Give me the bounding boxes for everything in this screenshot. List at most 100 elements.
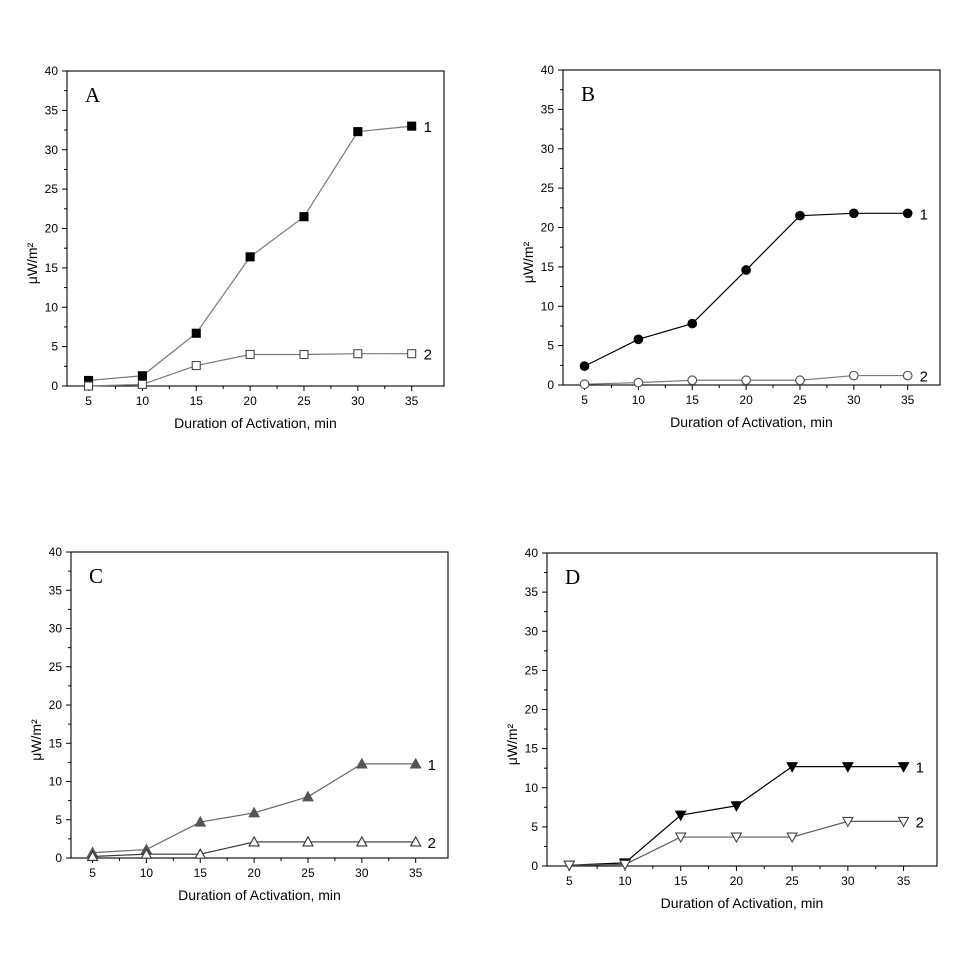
x-tick-label: 35: [405, 394, 419, 408]
x-tick-label: 35: [897, 874, 911, 888]
series-2-point: [248, 835, 261, 847]
y-tick-label: 0: [55, 851, 62, 865]
y-tick-label: 15: [49, 736, 63, 750]
series-1-point: [730, 801, 743, 812]
x-tick-label: 15: [194, 866, 208, 880]
panel-label: C: [89, 564, 103, 588]
x-tick-label: 15: [674, 874, 688, 888]
series-1-point: [848, 208, 859, 219]
y-axis-title: μW/m²: [504, 723, 520, 765]
y-tick-label: 20: [541, 221, 555, 235]
series-1-line: [584, 212, 908, 367]
y-tick-label: 5: [531, 820, 538, 834]
series-1-point: [191, 328, 201, 338]
y-tick-label: 0: [531, 859, 538, 873]
y-tick-label: 40: [525, 546, 539, 560]
series-1-point: [897, 762, 910, 773]
x-tick-label: 30: [355, 866, 369, 880]
series-label: 1: [920, 206, 928, 223]
series-1-point: [299, 212, 309, 222]
series-1-point: [355, 757, 368, 769]
series-1-point: [786, 762, 799, 773]
series-2-point: [741, 375, 751, 386]
x-tick-label: 10: [136, 394, 150, 408]
y-tick-label: 15: [541, 260, 555, 274]
series-label: 2: [428, 835, 436, 852]
series-2-point: [355, 835, 368, 847]
x-tick-label: 25: [785, 874, 799, 888]
y-tick-label: 30: [525, 624, 539, 638]
series-label: 2: [920, 369, 928, 386]
series-1-line: [569, 766, 904, 866]
x-tick-label: 35: [409, 866, 423, 880]
panel-label: B: [581, 82, 595, 106]
y-axis-title: μW/m²: [24, 242, 40, 284]
series-1-point: [674, 810, 687, 822]
series-label: 2: [916, 814, 924, 831]
series-1-point: [409, 757, 422, 769]
y-tick-label: 20: [49, 698, 63, 712]
y-tick-label: 40: [45, 64, 59, 78]
y-tick-label: 5: [547, 339, 554, 353]
x-tick-label: 30: [847, 393, 861, 407]
x-tick-label: 30: [841, 874, 855, 888]
panel-label: D: [565, 565, 580, 589]
series-1-point: [194, 815, 207, 827]
series-1-point: [137, 371, 147, 381]
plot-frame: [66, 70, 445, 387]
panel-c: 0 5 10 15 20 25 30 35 40 5 10 15 20 25 30 35 Duration of…: [28, 545, 449, 903]
y-tick-label: 30: [541, 142, 555, 156]
series-2-point: [730, 832, 743, 844]
x-tick-label: 35: [901, 393, 915, 407]
y-tick-label: 25: [525, 663, 539, 677]
x-tick-label: 20: [739, 393, 753, 407]
x-axis-title: Duration of Activation, min: [178, 887, 341, 903]
series-1-point: [795, 210, 805, 221]
y-tick-label: 15: [525, 742, 539, 756]
x-tick-label: 5: [566, 874, 573, 888]
y-tick-label: 25: [541, 181, 555, 195]
series-1-point: [579, 361, 590, 371]
x-tick-label: 25: [297, 394, 311, 408]
series-2-point: [140, 848, 153, 859]
series-1-point: [902, 208, 913, 219]
y-tick-label: 10: [541, 299, 555, 313]
series-2-point: [353, 349, 363, 359]
x-tick-label: 20: [243, 394, 257, 408]
y-tick-label: 5: [55, 813, 62, 827]
series-2-point: [687, 375, 698, 386]
series-2-point: [407, 349, 417, 359]
y-tick-label: 35: [541, 102, 555, 116]
x-tick-label: 5: [89, 866, 96, 880]
x-tick-label: 15: [686, 393, 700, 407]
series-2-point: [841, 816, 854, 828]
x-axis-title: Duration of Activation, min: [174, 415, 337, 431]
series-label: 1: [916, 760, 924, 777]
series-2-point: [848, 370, 859, 381]
series-2-point: [86, 850, 99, 862]
y-tick-label: 20: [45, 222, 59, 236]
series-1-point: [633, 334, 644, 345]
series-2-point: [245, 349, 255, 360]
series-1-point: [353, 127, 363, 137]
series-1-point: [407, 121, 417, 131]
y-tick-label: 20: [525, 703, 539, 717]
x-tick-label: 10: [140, 866, 154, 880]
y-tick-label: 30: [49, 622, 63, 636]
series-1-point: [302, 790, 314, 802]
series-2-point: [579, 379, 590, 390]
y-tick-label: 25: [45, 182, 59, 196]
series-label: 1: [428, 757, 436, 774]
series-2-point: [409, 835, 422, 847]
series-label: 1: [424, 119, 432, 136]
y-tick-label: 40: [49, 545, 63, 559]
series-1-point: [687, 318, 698, 329]
plot-frame: [546, 552, 938, 867]
y-axis-title: μW/m²: [28, 719, 44, 761]
y-tick-label: 10: [49, 775, 63, 789]
x-tick-label: 15: [190, 394, 204, 408]
y-tick-label: 40: [541, 63, 555, 77]
x-tick-label: 5: [85, 394, 92, 408]
x-tick-label: 25: [301, 866, 315, 880]
x-tick-label: 10: [618, 874, 632, 888]
